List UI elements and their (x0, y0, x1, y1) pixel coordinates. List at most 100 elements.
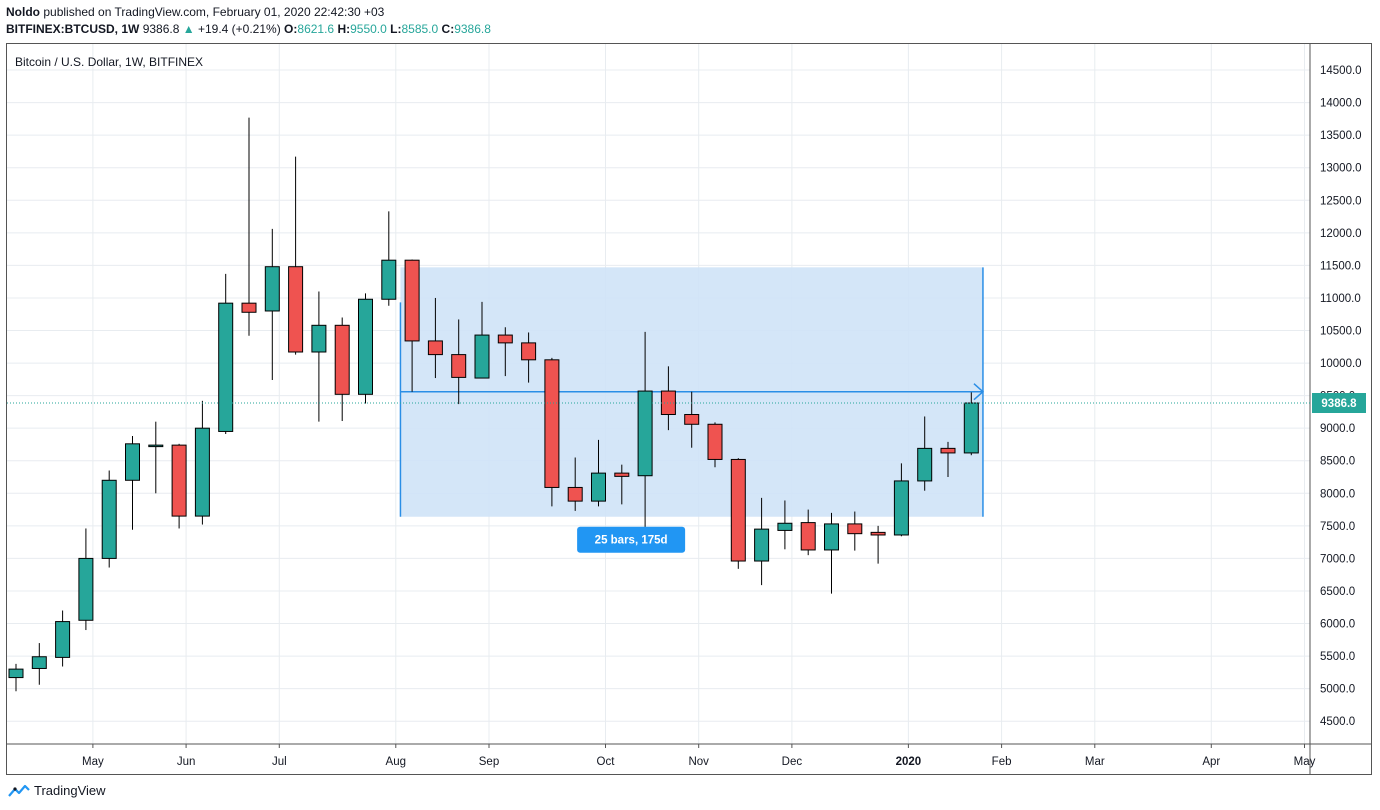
y-tick-label: 14000.0 (1320, 98, 1362, 110)
last-price-tag-label: 9386.8 (1321, 398, 1357, 410)
candle-body[interactable] (148, 444, 164, 448)
candle-body[interactable] (940, 447, 956, 454)
close-value: 9386.8 (454, 22, 491, 36)
date-range-badge (577, 526, 686, 553)
candle-body[interactable] (194, 427, 210, 517)
candle-body[interactable] (917, 447, 933, 482)
y-tick-label: 8000.0 (1320, 488, 1355, 500)
candle-body[interactable] (567, 486, 583, 502)
x-tick-label: Aug (386, 756, 406, 768)
high-label: H: (337, 22, 351, 36)
candle-body[interactable] (800, 522, 816, 551)
candle-body[interactable] (777, 522, 793, 531)
publish-line: Noldo published on TradingView.com, Febr… (6, 5, 384, 19)
y-tick-label: 5500.0 (1320, 651, 1355, 663)
candle-body[interactable] (497, 334, 513, 344)
publish-info: published on TradingView.com, February 0… (43, 5, 385, 19)
x-tick-label: Feb (992, 756, 1012, 768)
candle-body[interactable] (521, 342, 537, 361)
open-label: O: (284, 22, 298, 36)
author-name[interactable]: Noldo (6, 5, 40, 19)
y-tick-label: 6500.0 (1320, 586, 1355, 598)
x-tick-label: May (1294, 756, 1316, 768)
high-value: 9550.0 (350, 22, 387, 36)
close-label: C: (441, 22, 455, 36)
chart-panel[interactable]: 4500.0 5000.0 5500.0 6000.0 6500.0 7000.0 7500… (6, 43, 1372, 775)
candle-body[interactable] (684, 414, 700, 425)
x-tick-label: Apr (1202, 756, 1220, 768)
candle-body[interactable] (288, 266, 304, 353)
candle-body[interactable] (78, 557, 94, 621)
candle-body[interactable] (8, 668, 24, 679)
candle-body[interactable] (451, 354, 467, 378)
symbol-label: BITFINEX:BTCUSD, 1W (6, 22, 140, 36)
candle-body[interactable] (707, 423, 723, 460)
y-tick-label: 8500.0 (1320, 456, 1355, 468)
candle-body[interactable] (264, 266, 280, 312)
ohlc-line: BITFINEX:BTCUSD, 1W 9386.8 ▲ +19.4 (+0.2… (6, 22, 491, 36)
candle-body[interactable] (241, 302, 257, 313)
arrow-head-icon (973, 383, 985, 401)
candle-body[interactable] (311, 324, 327, 353)
last-price: 9386.8 (142, 22, 180, 36)
y-tick-label: 7000.0 (1320, 553, 1355, 565)
candle-body[interactable] (358, 298, 373, 395)
candle-body[interactable] (637, 390, 653, 477)
candle-body[interactable] (963, 402, 979, 454)
candle-body[interactable] (427, 340, 443, 356)
y-tick-label: 10000.0 (1320, 358, 1362, 370)
candle-body[interactable] (893, 480, 909, 536)
candle-body[interactable] (754, 528, 770, 562)
candle-body[interactable] (125, 443, 140, 481)
date-range-badge-label: 25 bars, 175d (595, 535, 668, 547)
y-tick-label: 12000.0 (1320, 228, 1362, 240)
y-tick-label: 12500.0 (1320, 195, 1362, 207)
y-tick-label: 6000.0 (1320, 619, 1355, 631)
x-tick-label: 2020 (896, 756, 922, 768)
y-tick-label: 13500.0 (1320, 130, 1362, 142)
candle-body[interactable] (730, 458, 746, 562)
candle-body[interactable] (544, 359, 560, 488)
chart-title: Bitcoin / U.S. Dollar, 1W, BITFINEX (15, 55, 203, 69)
x-tick-label: Dec (782, 756, 803, 768)
x-tick-label: Mar (1085, 756, 1105, 768)
candle-body[interactable] (870, 531, 886, 536)
y-tick-label: 5000.0 (1320, 684, 1355, 696)
y-tick-label: 4500.0 (1320, 716, 1355, 728)
x-tick-label: Sep (479, 756, 499, 768)
candle-body[interactable] (847, 523, 863, 535)
y-tick-label: 10500.0 (1320, 326, 1362, 338)
candle-body[interactable] (381, 259, 397, 300)
price-change: +19.4 (+0.21%) (197, 22, 281, 36)
candlestick-chart[interactable]: 4500.0 5000.0 5500.0 6000.0 6500.0 7000.0 7500… (7, 44, 1371, 774)
candle-body[interactable] (824, 523, 839, 551)
candle-body[interactable] (31, 656, 47, 669)
tradingview-logo-icon (8, 784, 30, 797)
low-value: 8585.0 (401, 22, 439, 36)
candle-body[interactable] (55, 621, 71, 658)
candle-body[interactable] (218, 302, 234, 432)
candle-body[interactable] (614, 472, 630, 477)
x-tick-label: Jun (177, 756, 196, 768)
candle-body[interactable] (101, 479, 117, 559)
candle-body[interactable] (171, 444, 187, 517)
last-price-tag (1312, 392, 1366, 413)
candle-body[interactable] (334, 324, 350, 395)
footer-brand[interactable]: TradingView (8, 783, 106, 798)
candle-body[interactable] (474, 334, 490, 379)
y-tick-label: 11500.0 (1320, 260, 1361, 272)
candle-body[interactable] (591, 472, 606, 502)
footer-brand-label: TradingView (34, 783, 106, 798)
y-tick-label: 11000.0 (1320, 293, 1361, 305)
x-tick-label: Nov (688, 756, 709, 768)
x-tick-label: May (82, 756, 104, 768)
x-tick-label: Jul (272, 756, 287, 768)
low-label: L: (390, 22, 402, 36)
candle-body[interactable] (404, 259, 420, 342)
y-tick-label: 14500.0 (1320, 65, 1362, 77)
up-arrow-icon: ▲ (182, 22, 195, 36)
y-tick-label: 7500.0 (1320, 521, 1355, 533)
x-tick-label: Oct (597, 756, 616, 768)
y-tick-label: 13000.0 (1320, 163, 1362, 175)
open-value: 8621.6 (297, 22, 335, 36)
